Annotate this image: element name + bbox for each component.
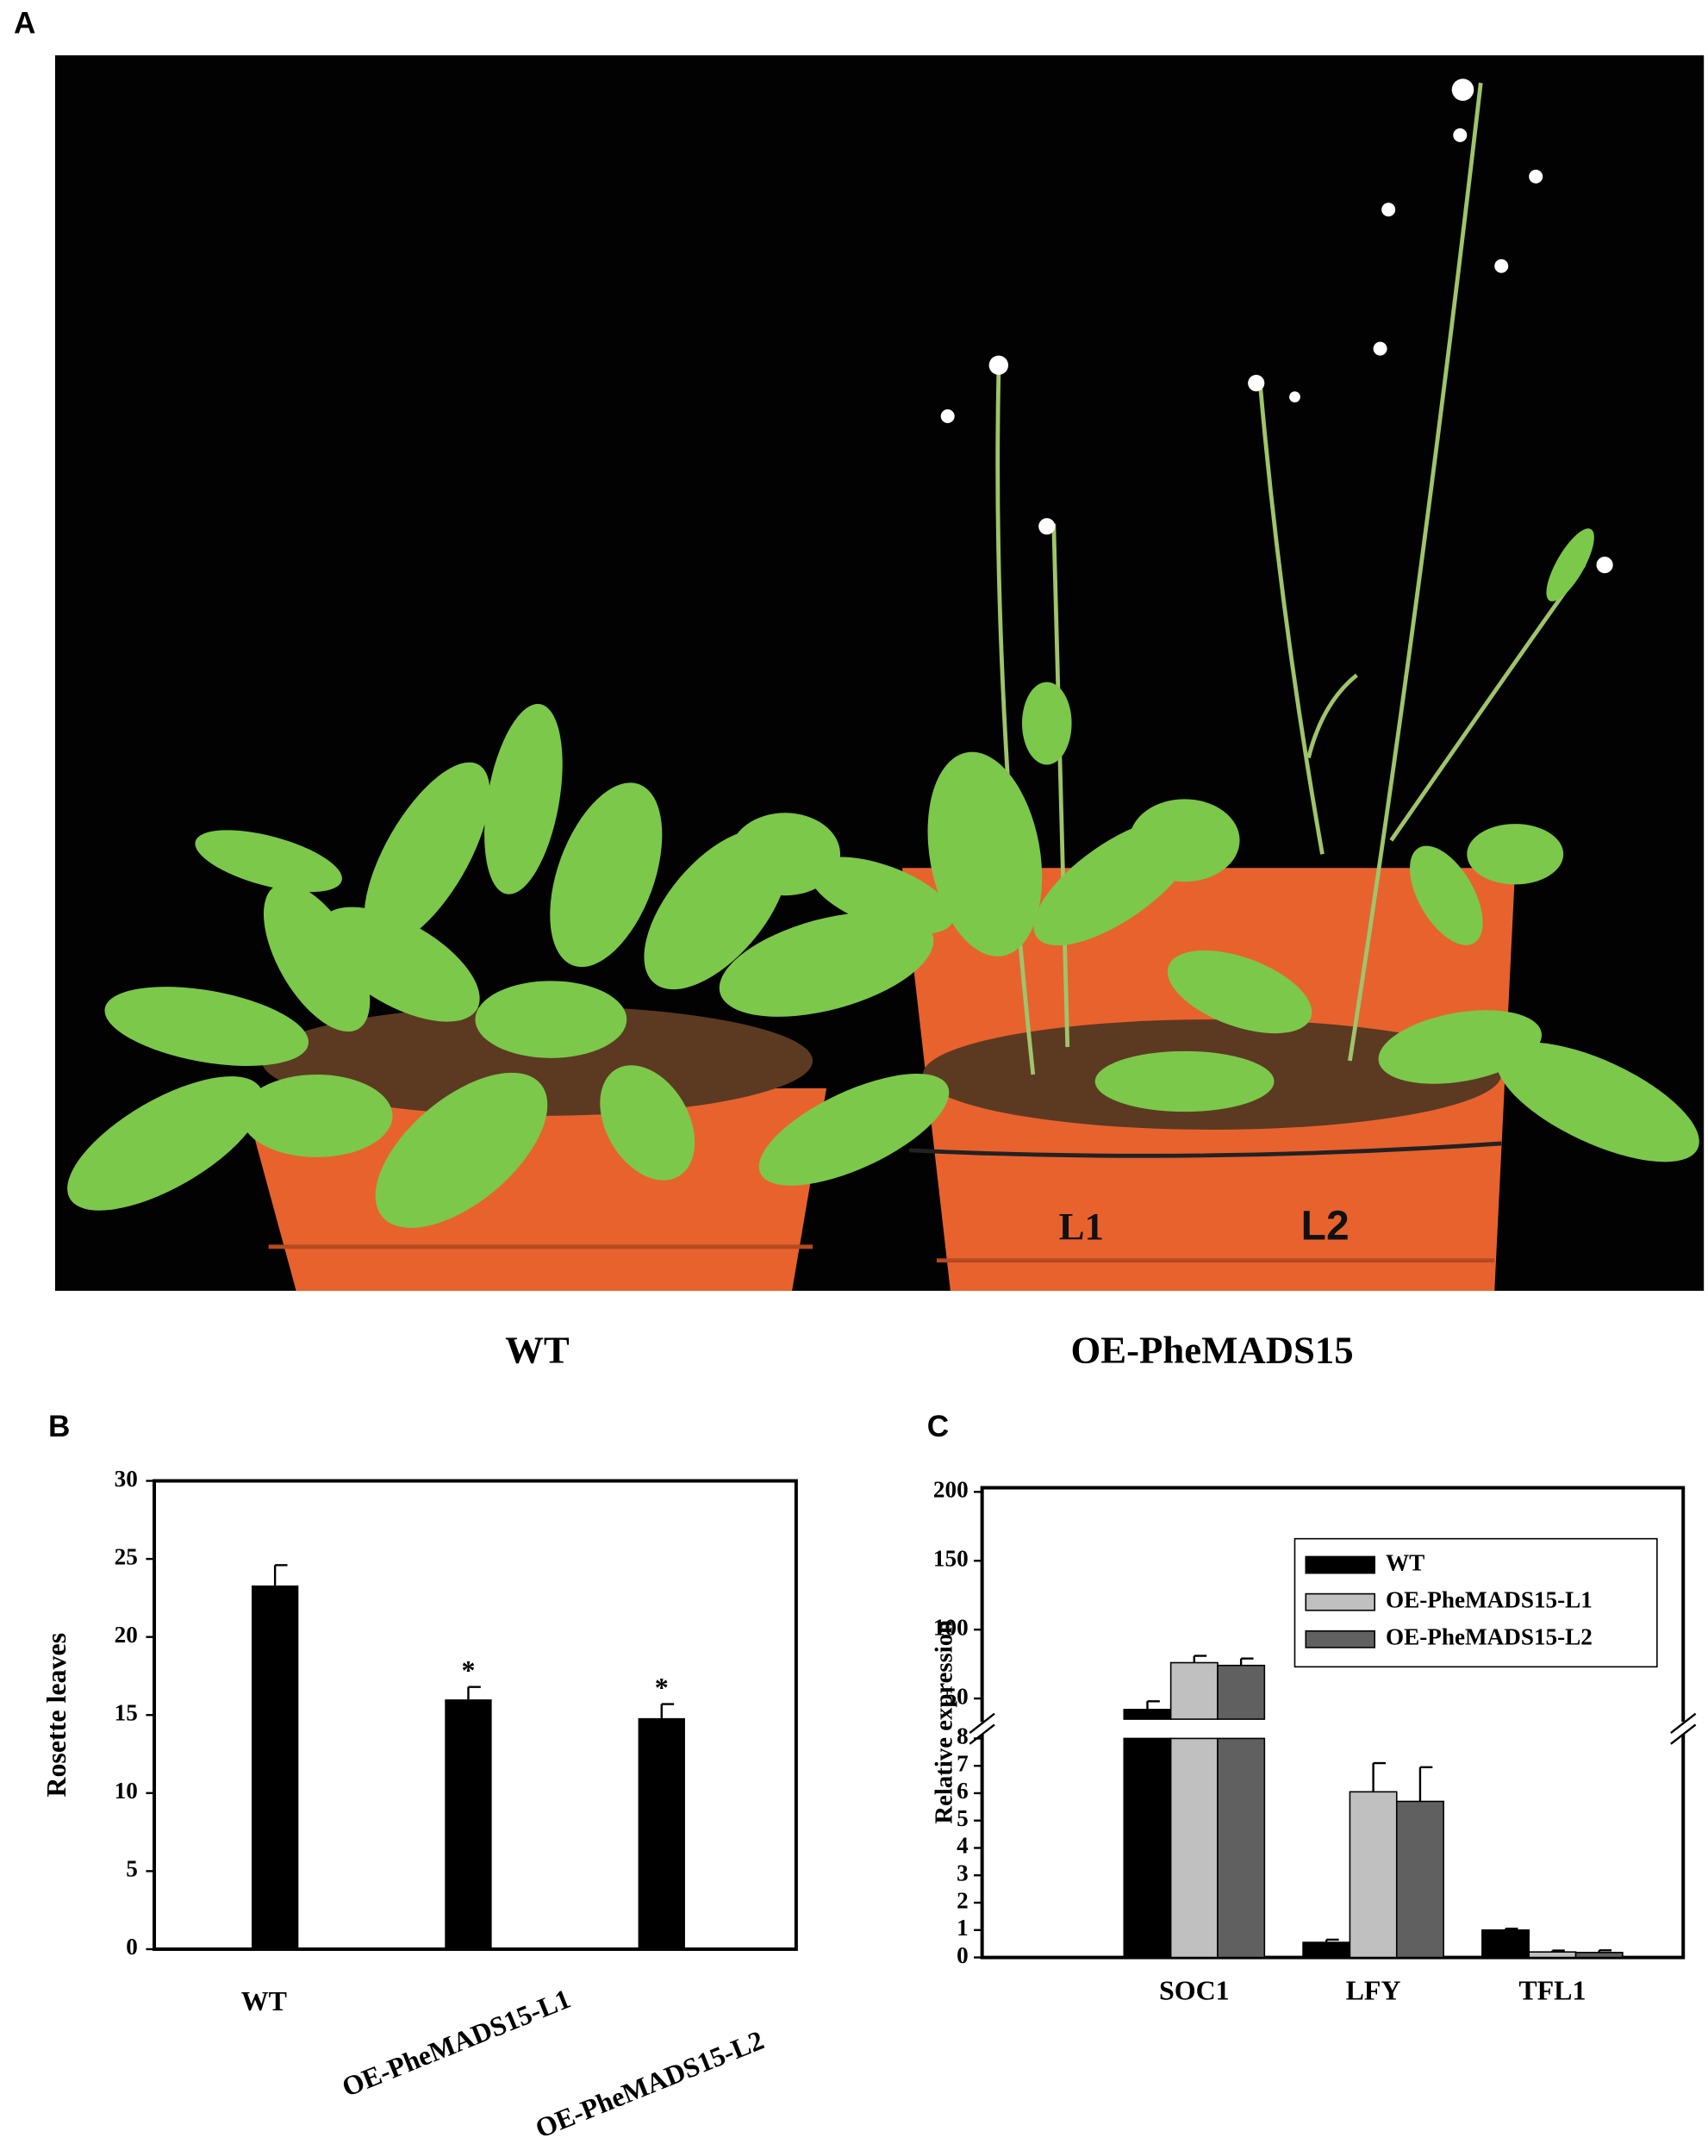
- flowers: [940, 78, 1613, 574]
- significance-mark: *: [655, 1673, 669, 1703]
- significance-mark: *: [461, 1655, 475, 1686]
- y-tick-label: 8: [957, 1723, 969, 1749]
- bar: [1481, 1929, 1530, 1959]
- panel-label: A: [14, 6, 35, 40]
- y-tick-label: 7: [957, 1750, 969, 1776]
- leaves: [67, 528, 1699, 1228]
- error-bar: [1551, 1949, 1565, 1953]
- bar-upper-part: [1169, 1661, 1219, 1720]
- bar: [251, 1585, 299, 1949]
- photo: L1 L2: [54, 55, 1705, 1291]
- y-tick-label: 20: [115, 1622, 138, 1648]
- y-tick-label: 150: [933, 1545, 969, 1571]
- legend-swatch: [1305, 1555, 1375, 1574]
- photo-caption: WT: [505, 1329, 570, 1372]
- y-tick-label: 4: [957, 1833, 969, 1859]
- x-tick-label: TFL1: [1518, 1975, 1586, 2005]
- x-tick-label: SOC1: [1159, 1975, 1230, 2005]
- y-tick-label: 10: [115, 1778, 138, 1804]
- legend-swatch: [1305, 1592, 1375, 1611]
- error-bar: [1372, 1761, 1386, 1792]
- y-tick-label: 6: [957, 1778, 969, 1804]
- y-tick-label: 200: [933, 1477, 969, 1503]
- x-tick-label: OE-PheMADS15-L1: [338, 1984, 575, 2103]
- bar: [1395, 1800, 1444, 1959]
- y-tick-label: 50: [945, 1683, 969, 1709]
- bar: [445, 1699, 492, 1949]
- legend-swatch: [1305, 1629, 1375, 1648]
- bar: [1302, 1941, 1351, 1959]
- x-tick-label: OE-PheMADS15-L2: [531, 2025, 768, 2144]
- pot-label: L1: [1059, 1205, 1104, 1248]
- error-bar: [1418, 1766, 1433, 1802]
- error-bar: [660, 1703, 675, 1718]
- y-tick-label: 5: [126, 1856, 138, 1882]
- axis-break: [969, 1712, 995, 1745]
- error-bar: [1325, 1938, 1339, 1943]
- y-tick-label: 0: [126, 1934, 138, 1960]
- stems: [995, 82, 1586, 1075]
- error-bar: [467, 1686, 481, 1700]
- error-bar: [273, 1564, 288, 1586]
- y-tick-label: 100: [933, 1614, 969, 1640]
- bar: [1528, 1951, 1577, 1959]
- y-tick-label: 25: [115, 1543, 138, 1569]
- legend-label: WT: [1386, 1549, 1424, 1575]
- panel-label: B: [48, 1410, 70, 1443]
- axis-break: [1670, 1712, 1697, 1745]
- pot-label: L2: [1301, 1204, 1350, 1249]
- y-tick-label: 15: [115, 1699, 138, 1725]
- bar: [1349, 1791, 1398, 1959]
- error-bar: [1193, 1654, 1207, 1663]
- x-tick-label: WT: [241, 1986, 287, 2016]
- legend-label: OE-PheMADS15-L2: [1386, 1624, 1593, 1650]
- y-tick-label: 1: [957, 1915, 969, 1941]
- bar-lower-part: [1123, 1737, 1172, 1959]
- bar-upper-part: [1123, 1709, 1172, 1720]
- error-bar: [1598, 1949, 1612, 1953]
- bar-lower-part: [1169, 1737, 1219, 1959]
- y-tick-label: 2: [957, 1887, 969, 1913]
- error-bar: [1146, 1700, 1160, 1710]
- y-tick-label: 30: [115, 1466, 138, 1492]
- photo-caption: OE-PheMADS15: [1071, 1329, 1354, 1372]
- bar: [638, 1717, 685, 1949]
- panel-label: C: [927, 1410, 949, 1443]
- x-tick-label: LFY: [1346, 1975, 1401, 2005]
- y-axis-label: Rosette leaves: [41, 1633, 72, 1798]
- y-tick-label: 0: [957, 1942, 969, 1968]
- bar-lower-part: [1217, 1737, 1266, 1959]
- error-bar: [1504, 1928, 1518, 1930]
- y-tick-label: 3: [957, 1860, 969, 1886]
- bar: [1574, 1952, 1624, 1959]
- error-bar: [1239, 1657, 1254, 1666]
- y-tick-label: 5: [957, 1805, 969, 1831]
- bar-upper-part: [1217, 1664, 1266, 1720]
- legend-label: OE-PheMADS15-L1: [1386, 1586, 1593, 1612]
- y-axis-label: Relative expression: [931, 1620, 958, 1824]
